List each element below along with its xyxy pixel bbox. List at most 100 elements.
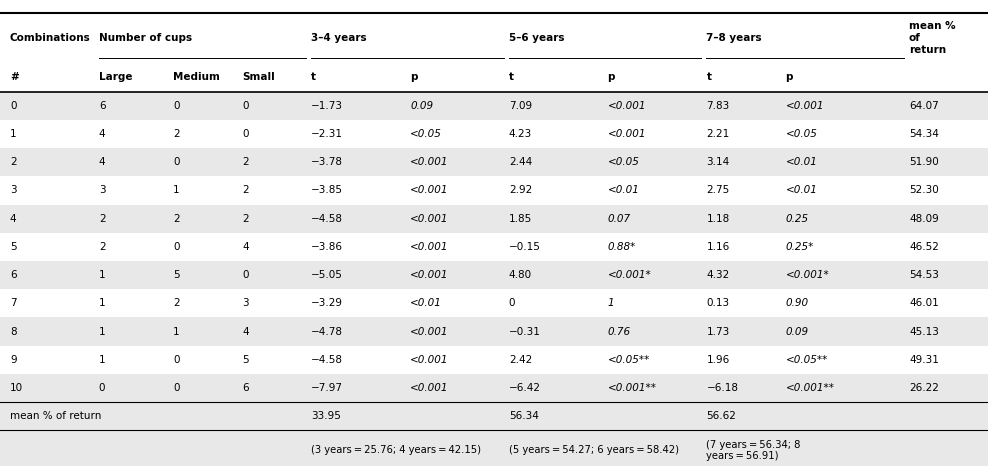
Text: 46.52: 46.52 (909, 242, 939, 252)
Text: 0.90: 0.90 (785, 298, 808, 308)
Text: 1: 1 (99, 298, 106, 308)
Bar (0, 92, 988, 120)
Text: <0.001: <0.001 (410, 242, 449, 252)
Text: <0.05**: <0.05** (785, 355, 828, 365)
Text: Medium: Medium (173, 72, 219, 82)
Text: <0.05: <0.05 (785, 129, 817, 139)
Text: 0: 0 (173, 158, 180, 167)
Text: mean % of return: mean % of return (10, 411, 101, 421)
Text: <0.001: <0.001 (410, 355, 449, 365)
Text: t: t (706, 72, 711, 82)
Bar (0, 317, 988, 346)
Text: 5: 5 (173, 270, 180, 280)
Text: 2: 2 (99, 214, 106, 224)
Text: 1: 1 (173, 185, 180, 196)
Text: 1.73: 1.73 (706, 327, 730, 336)
Text: 33.95: 33.95 (311, 411, 341, 421)
Text: 1: 1 (608, 298, 615, 308)
Text: −5.05: −5.05 (311, 270, 343, 280)
Text: 0.25: 0.25 (785, 214, 808, 224)
Text: −6.18: −6.18 (706, 383, 738, 393)
Text: −6.42: −6.42 (509, 383, 540, 393)
Text: 54.34: 54.34 (909, 129, 939, 139)
Text: −7.97: −7.97 (311, 383, 343, 393)
Text: 26.22: 26.22 (909, 383, 939, 393)
Text: 2: 2 (242, 158, 249, 167)
Text: 1: 1 (99, 327, 106, 336)
Text: p: p (410, 72, 418, 82)
Text: 5: 5 (242, 355, 249, 365)
Text: −1.73: −1.73 (311, 101, 343, 111)
Bar (0, 63, 988, 92)
Text: 4.80: 4.80 (509, 270, 532, 280)
Text: 7.83: 7.83 (706, 101, 730, 111)
Bar (0, 374, 988, 402)
Text: <0.001: <0.001 (608, 101, 646, 111)
Text: 4: 4 (99, 158, 106, 167)
Bar (0, 120, 988, 148)
Text: 0.09: 0.09 (410, 101, 433, 111)
Text: 1: 1 (99, 355, 106, 365)
Text: 4: 4 (99, 129, 106, 139)
Text: 0: 0 (10, 101, 17, 111)
Text: <0.001: <0.001 (410, 185, 449, 196)
Text: <0.001: <0.001 (410, 158, 449, 167)
Text: 64.07: 64.07 (909, 101, 939, 111)
Text: <0.001: <0.001 (608, 129, 646, 139)
Text: 48.09: 48.09 (909, 214, 939, 224)
Text: −4.58: −4.58 (311, 214, 343, 224)
Text: 5: 5 (10, 242, 17, 252)
Text: 2: 2 (10, 158, 17, 167)
Text: 5–6 years: 5–6 years (509, 33, 564, 43)
Text: <0.001: <0.001 (410, 270, 449, 280)
Text: p: p (785, 72, 793, 82)
Text: 0.88*: 0.88* (608, 242, 636, 252)
Text: <0.05: <0.05 (410, 129, 442, 139)
Text: 56.62: 56.62 (706, 411, 736, 421)
Text: <0.05: <0.05 (608, 158, 639, 167)
Text: <0.001*: <0.001* (785, 270, 829, 280)
Text: −3.29: −3.29 (311, 298, 343, 308)
Text: 2.75: 2.75 (706, 185, 730, 196)
Text: 6: 6 (242, 383, 249, 393)
Text: 4: 4 (242, 327, 249, 336)
Text: 7–8 years: 7–8 years (706, 33, 762, 43)
Text: 4: 4 (242, 242, 249, 252)
Text: 0: 0 (173, 383, 180, 393)
Text: 0.09: 0.09 (785, 327, 808, 336)
Text: 1.85: 1.85 (509, 214, 533, 224)
Text: −2.31: −2.31 (311, 129, 343, 139)
Text: <0.001**: <0.001** (608, 383, 657, 393)
Text: 1.18: 1.18 (706, 214, 730, 224)
Text: −4.78: −4.78 (311, 327, 343, 336)
Text: −3.85: −3.85 (311, 185, 343, 196)
Text: 2.44: 2.44 (509, 158, 533, 167)
Text: 52.30: 52.30 (909, 185, 939, 196)
Text: t: t (509, 72, 514, 82)
Text: <0.001**: <0.001** (785, 383, 835, 393)
Bar (0, 205, 988, 233)
Text: −0.15: −0.15 (509, 242, 540, 252)
Text: 2: 2 (173, 129, 180, 139)
Text: 0: 0 (242, 270, 249, 280)
Text: Combinations: Combinations (10, 33, 91, 43)
Text: 4.32: 4.32 (706, 270, 730, 280)
Text: p: p (608, 72, 616, 82)
Text: 1.96: 1.96 (706, 355, 730, 365)
Text: 49.31: 49.31 (909, 355, 939, 365)
Text: 10: 10 (10, 383, 23, 393)
Text: <0.001: <0.001 (410, 327, 449, 336)
Bar (0, 430, 988, 466)
Text: <0.001: <0.001 (410, 214, 449, 224)
Text: 4.23: 4.23 (509, 129, 533, 139)
Text: <0.001: <0.001 (410, 383, 449, 393)
Text: 51.90: 51.90 (909, 158, 939, 167)
Text: <0.01: <0.01 (785, 185, 817, 196)
Text: 8: 8 (10, 327, 17, 336)
Text: Number of cups: Number of cups (99, 33, 192, 43)
Text: 54.53: 54.53 (909, 270, 939, 280)
Bar (0, 177, 988, 205)
Text: 1: 1 (10, 129, 17, 139)
Bar (0, 261, 988, 289)
Text: 3: 3 (99, 185, 106, 196)
